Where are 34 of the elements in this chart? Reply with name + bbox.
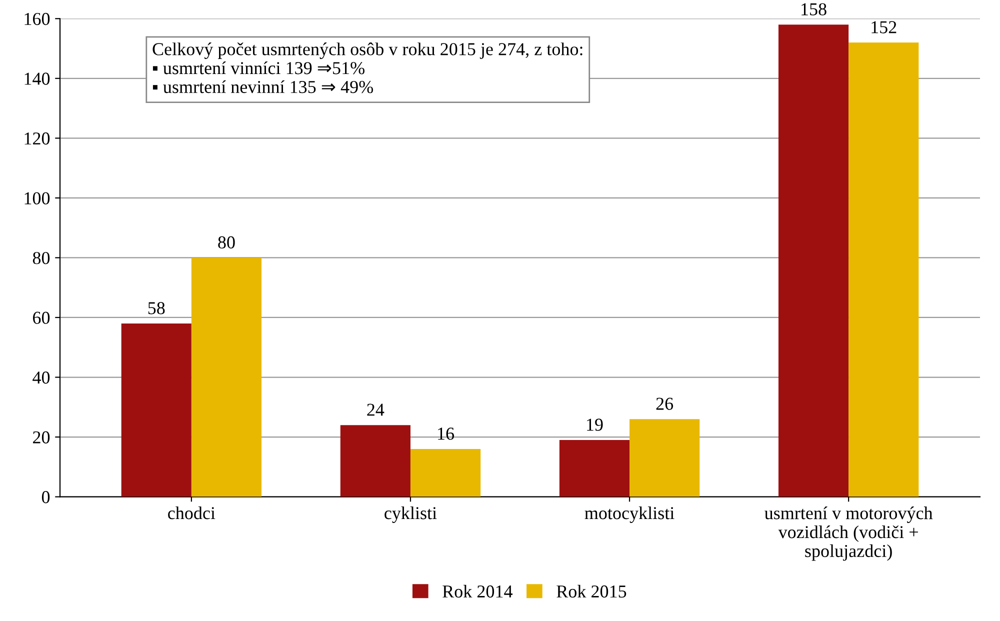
bar bbox=[191, 258, 262, 497]
data-label: 24 bbox=[367, 404, 384, 416]
annotation: ▪ usmrtení nevinní 135 ⇒ 49% bbox=[152, 80, 374, 94]
x-tick-label: chodci bbox=[168, 506, 216, 520]
x-tick-label: cyklisti bbox=[384, 506, 437, 523]
data-label: 26 bbox=[656, 398, 674, 410]
bar bbox=[630, 419, 700, 497]
y-tick-label: 160 bbox=[24, 12, 50, 26]
annotation: Celkový počet usmrtených osôb v roku 2015 je 274, z toho: bbox=[152, 42, 582, 59]
annotation: ▪ usmrtení vinníci 139 ⇒51% bbox=[152, 61, 364, 74]
bar bbox=[410, 448, 481, 497]
bar bbox=[559, 440, 630, 497]
y-tick-label: 40 bbox=[32, 372, 50, 384]
data-label: 19 bbox=[587, 418, 603, 431]
y-tick-label: 100 bbox=[24, 192, 50, 204]
bar bbox=[778, 24, 849, 497]
y-tick-label: 20 bbox=[33, 431, 50, 444]
data-label: 80 bbox=[218, 236, 235, 248]
data-label: 158 bbox=[802, 3, 826, 16]
legend-label: Rok 2014 bbox=[442, 584, 512, 598]
bar bbox=[121, 323, 192, 497]
x-tick-label: motocyklisti bbox=[584, 506, 674, 523]
y-tick-label: 60 bbox=[33, 312, 50, 324]
x-tick-label: usmrtení v motorových vozidlách (vodiči + spolujazdci) bbox=[764, 506, 933, 561]
y-tick-label: 0 bbox=[42, 491, 50, 504]
legend-label: Rok 2015 bbox=[556, 584, 626, 598]
data-label: 16 bbox=[438, 428, 454, 440]
data-label: 152 bbox=[872, 21, 896, 34]
bar bbox=[848, 42, 919, 497]
y-tick-label: 80 bbox=[32, 252, 50, 264]
y-tick-label: 120 bbox=[24, 132, 50, 145]
y-tick-label: 140 bbox=[24, 72, 50, 85]
bar bbox=[340, 425, 410, 497]
data-label: 58 bbox=[148, 302, 165, 314]
